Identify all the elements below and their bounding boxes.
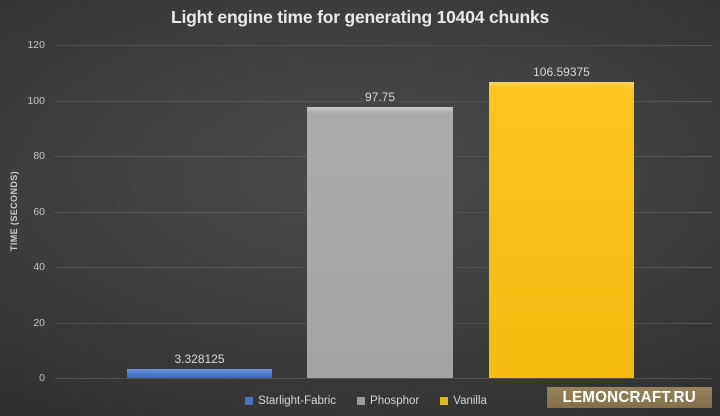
bar-phosphor bbox=[307, 106, 453, 378]
y-tick-label: 80 bbox=[33, 150, 45, 162]
gridline bbox=[55, 378, 712, 379]
legend-item-phosphor: Phosphor bbox=[357, 395, 419, 407]
y-tick-label: 20 bbox=[33, 316, 45, 329]
bar-value-label: 97.75 bbox=[364, 89, 396, 104]
chart-title: Light engine time for generating 10404 c… bbox=[170, 7, 550, 27]
legend-label: Vanilla bbox=[453, 395, 487, 407]
legend-swatch-icon bbox=[440, 397, 449, 405]
legend-label: Starlight-Fabric bbox=[258, 395, 337, 407]
legend-swatch-icon bbox=[245, 397, 254, 405]
y-tick-label: 100 bbox=[27, 94, 45, 107]
y-tick-label: 60 bbox=[33, 205, 45, 218]
bar-starlight-fabric bbox=[127, 368, 272, 378]
watermark-badge: LEMONCRAFT.RU bbox=[547, 387, 712, 408]
gridline bbox=[55, 45, 712, 46]
watermark-label: LEMONCRAFT.RU bbox=[562, 388, 697, 406]
legend-swatch-icon bbox=[357, 397, 366, 405]
bar-value-label: 106.59375 bbox=[533, 65, 590, 80]
bar-value-label: 3.328125 bbox=[174, 351, 225, 366]
y-tick-label: 40 bbox=[33, 261, 45, 273]
y-tick-label: 120 bbox=[27, 39, 45, 51]
gridline bbox=[55, 100, 712, 102]
legend-item-starlight-fabric: Starlight-Fabric bbox=[245, 395, 336, 407]
legend-item-vanilla: Vanilla bbox=[440, 395, 487, 407]
legend: Starlight-Fabric Phosphor Vanilla bbox=[55, 392, 677, 410]
legend-label: Phosphor bbox=[370, 395, 420, 407]
bar-vanilla bbox=[489, 82, 634, 378]
y-tick-label: 0 bbox=[39, 372, 45, 384]
